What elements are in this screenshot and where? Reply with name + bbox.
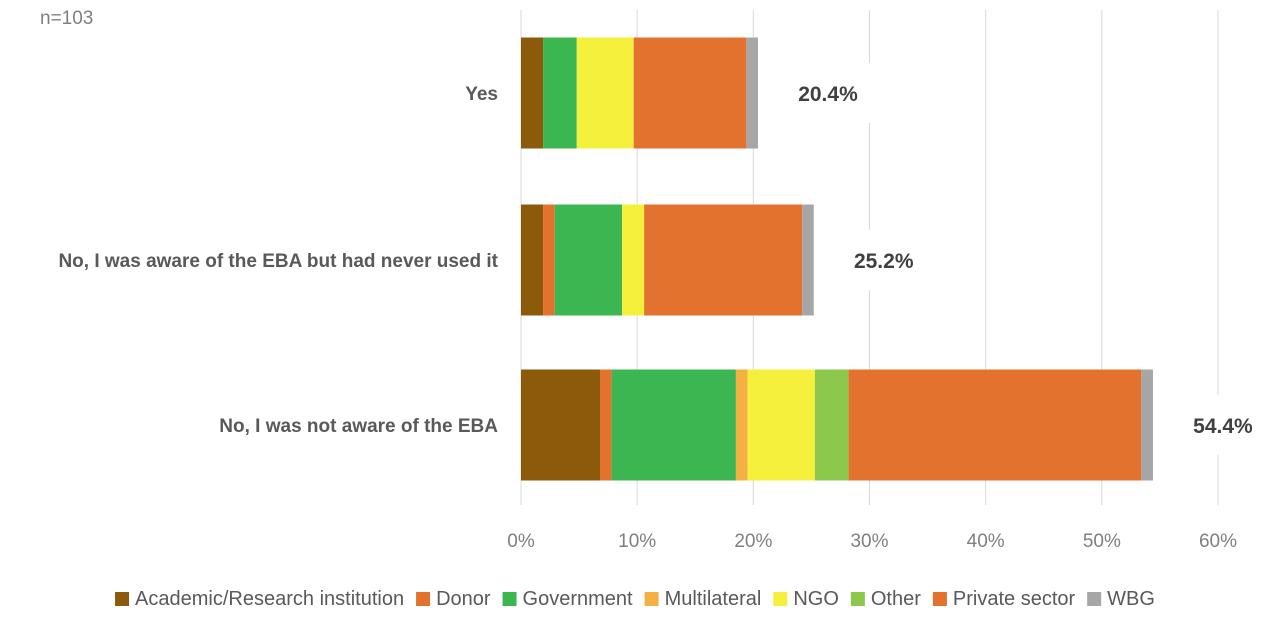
- legend-swatch: [850, 592, 865, 606]
- x-tick-label: 40%: [967, 531, 1005, 552]
- bar-segment: [576, 37, 634, 149]
- legend-label: Other: [871, 588, 921, 610]
- bar-total-label: 25.2%: [854, 250, 914, 273]
- legend-item: Government: [502, 588, 633, 610]
- legend-item: Multilateral: [644, 588, 762, 610]
- legend-item: Private sector: [932, 588, 1076, 610]
- bar-segment: [848, 369, 1142, 481]
- legend-swatch: [932, 592, 947, 606]
- bar-segment: [521, 369, 600, 481]
- bar-segment: [543, 37, 577, 149]
- legend-label: NGO: [793, 588, 839, 610]
- legend-item: Donor: [416, 588, 491, 610]
- total-label-background: [827, 230, 940, 290]
- legend-swatch: [1087, 592, 1102, 606]
- legend-swatch: [502, 592, 517, 606]
- bar-segment: [735, 369, 748, 481]
- x-tick-label: 10%: [618, 531, 656, 552]
- bar-segment: [633, 37, 747, 149]
- legend-label: Donor: [436, 588, 491, 610]
- sample-size-note: n=103: [40, 8, 94, 29]
- legend-swatch: [644, 592, 659, 606]
- x-tick-label: 60%: [1199, 531, 1237, 552]
- legend-label: Government: [523, 588, 633, 610]
- bar-segment: [543, 204, 555, 316]
- legend-label: Academic/Research institution: [135, 588, 404, 610]
- x-tick-label: 30%: [850, 531, 888, 552]
- legend-item: WBG: [1087, 588, 1155, 610]
- total-label-background: [771, 63, 884, 123]
- legend-item: NGO: [773, 588, 839, 610]
- bar-segment: [814, 369, 849, 481]
- bar-segment: [554, 204, 623, 316]
- legend-label: Multilateral: [665, 588, 762, 610]
- bar-segment: [622, 204, 645, 316]
- category-label: No, I was not aware of the EBA: [219, 416, 498, 437]
- bar-segment: [802, 204, 814, 316]
- bar-segment: [746, 37, 758, 149]
- legend-label: Private sector: [953, 588, 1076, 610]
- bar-segment: [644, 204, 803, 316]
- category-label: No, I was aware of the EBA but had never…: [58, 251, 498, 272]
- bar-segment: [521, 204, 544, 316]
- legend-item: Academic/Research institution: [115, 588, 404, 610]
- legend-swatch: [416, 592, 431, 606]
- total-label-background: [1166, 395, 1270, 455]
- category-label: Yes: [465, 84, 498, 105]
- bar-total-label: 54.4%: [1193, 415, 1253, 438]
- x-tick-label: 50%: [1083, 531, 1121, 552]
- legend: Academic/Research institution Donor Govern…: [115, 588, 1155, 610]
- bar-segment: [611, 369, 736, 481]
- legend-label: WBG: [1107, 588, 1155, 610]
- bar-segment: [521, 37, 544, 149]
- bar-segment: [1141, 369, 1153, 481]
- legend-swatch: [773, 592, 788, 606]
- bar-total-label: 20.4%: [798, 83, 858, 106]
- bar-segment: [747, 369, 815, 481]
- x-tick-label: 0%: [507, 531, 535, 552]
- x-tick-label: 20%: [734, 531, 772, 552]
- bar-segment: [599, 369, 612, 481]
- legend-swatch: [115, 592, 130, 606]
- legend-item: Other: [850, 588, 921, 610]
